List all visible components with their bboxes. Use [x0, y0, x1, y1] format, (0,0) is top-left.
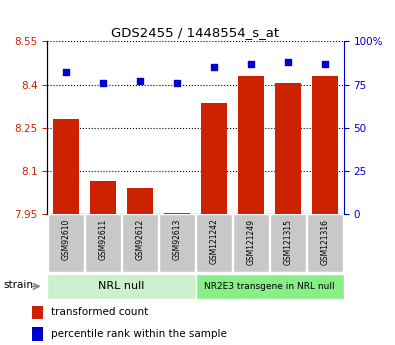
- Bar: [32, 306, 43, 319]
- Bar: [164, 213, 190, 214]
- FancyBboxPatch shape: [307, 215, 343, 272]
- FancyBboxPatch shape: [196, 274, 344, 299]
- Text: GSM92612: GSM92612: [135, 219, 145, 260]
- Bar: [90, 181, 116, 214]
- Text: GSM121315: GSM121315: [284, 219, 293, 265]
- Text: GSM92610: GSM92610: [61, 219, 70, 260]
- Text: percentile rank within the sample: percentile rank within the sample: [51, 329, 226, 339]
- Text: GSM92613: GSM92613: [173, 219, 182, 260]
- Point: [174, 80, 180, 86]
- Bar: [275, 83, 301, 214]
- FancyBboxPatch shape: [47, 274, 196, 299]
- Point: [211, 65, 217, 70]
- Point: [248, 61, 254, 67]
- Title: GDS2455 / 1448554_s_at: GDS2455 / 1448554_s_at: [111, 26, 280, 39]
- FancyBboxPatch shape: [233, 215, 269, 272]
- Bar: [32, 327, 43, 341]
- Bar: [127, 188, 153, 214]
- Text: NR2E3 transgene in NRL null: NR2E3 transgene in NRL null: [204, 282, 335, 291]
- Text: GSM92611: GSM92611: [98, 219, 107, 260]
- Bar: [238, 76, 264, 214]
- Point: [285, 59, 291, 65]
- Bar: [312, 76, 338, 214]
- FancyBboxPatch shape: [122, 215, 158, 272]
- Bar: [53, 119, 79, 214]
- Point: [137, 78, 143, 84]
- Text: GSM121242: GSM121242: [209, 219, 218, 265]
- Point: [322, 61, 328, 67]
- Text: NRL null: NRL null: [98, 282, 145, 291]
- Text: strain: strain: [4, 280, 34, 290]
- FancyBboxPatch shape: [48, 215, 84, 272]
- Bar: [201, 103, 227, 214]
- FancyBboxPatch shape: [270, 215, 306, 272]
- Point: [100, 80, 106, 86]
- Text: GSM121316: GSM121316: [321, 219, 330, 265]
- Text: transformed count: transformed count: [51, 307, 148, 317]
- Text: GSM121249: GSM121249: [246, 219, 256, 265]
- FancyBboxPatch shape: [196, 215, 232, 272]
- Point: [63, 70, 69, 75]
- FancyBboxPatch shape: [85, 215, 121, 272]
- FancyBboxPatch shape: [159, 215, 195, 272]
